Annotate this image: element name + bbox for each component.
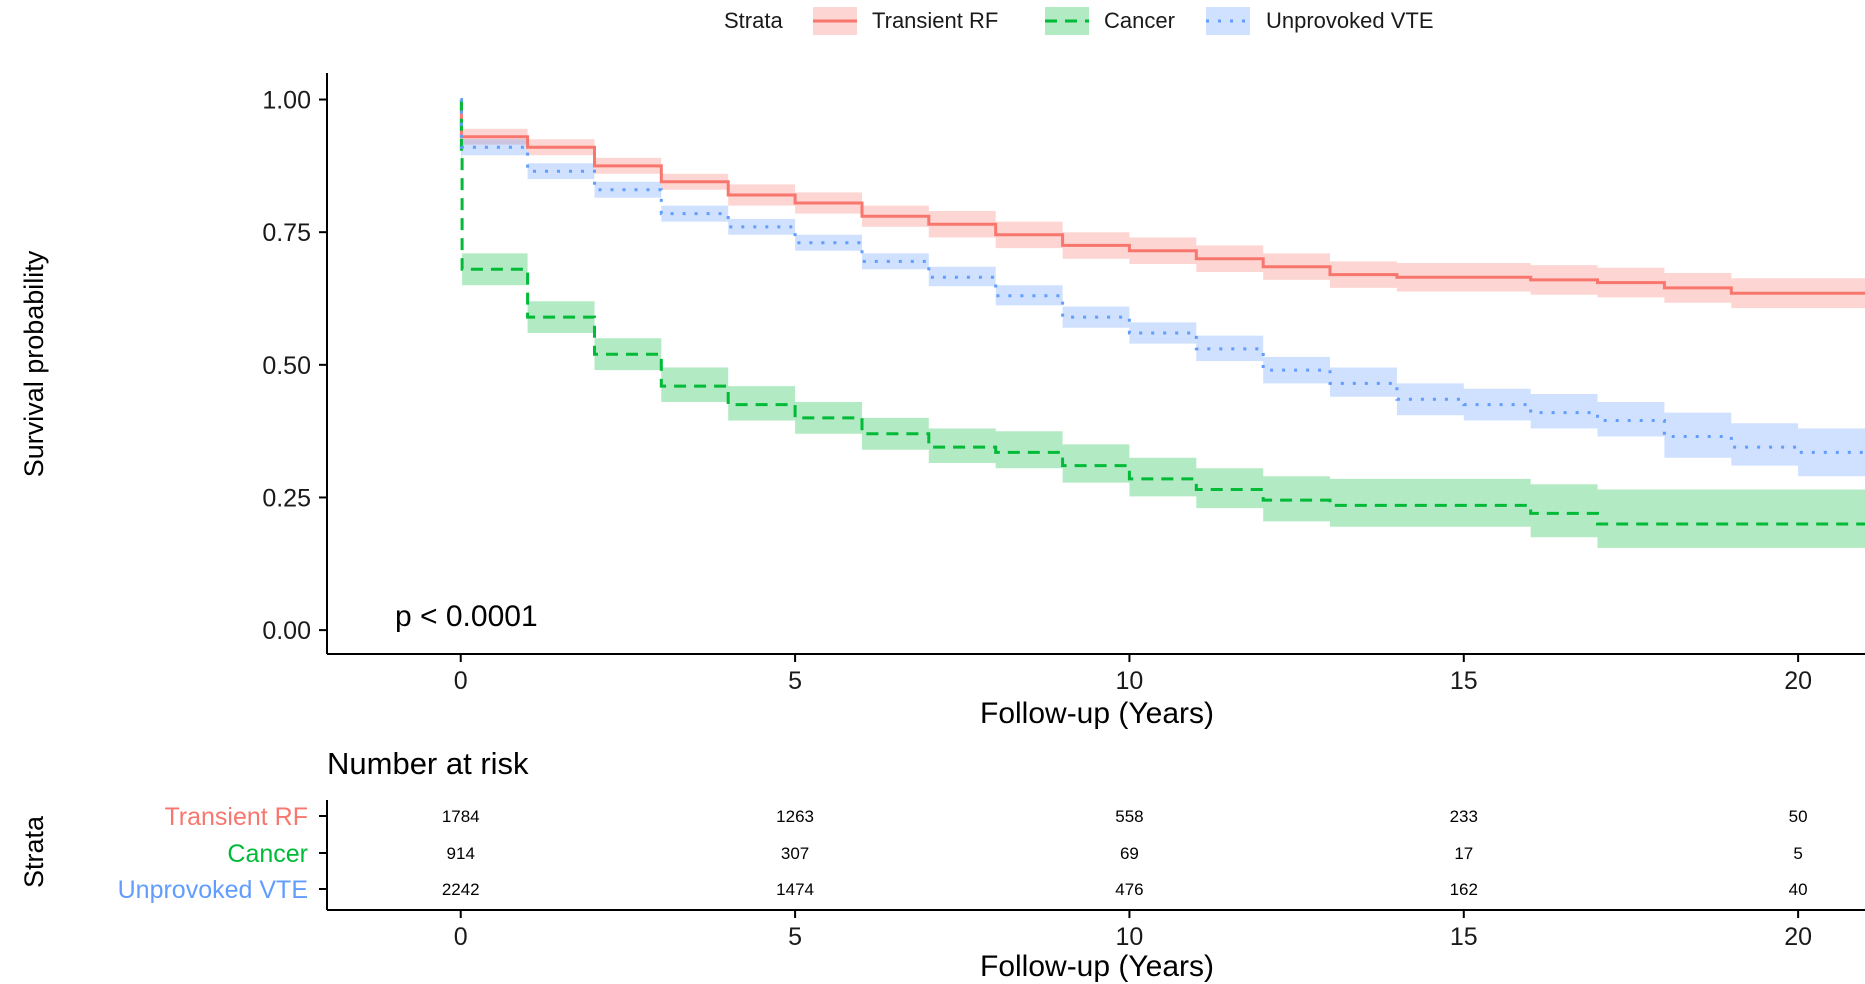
x-tick-label: 20 <box>1784 667 1812 695</box>
risk-count-cancer: 17 <box>1454 844 1473 863</box>
y-tick-label: 0.75 <box>262 219 311 247</box>
risk-table-strata-label: Strata <box>19 815 49 888</box>
risk-x-tick-label: 20 <box>1784 923 1812 951</box>
risk-count-cancer: 307 <box>781 844 809 863</box>
risk-count-transient-rf: 233 <box>1450 807 1478 826</box>
legend-label-unprovoked-vte: Unprovoked VTE <box>1266 8 1434 33</box>
confidence-bands <box>460 99 1865 548</box>
risk-table-x-ticks: 0 5 10 15 20 <box>454 910 1812 951</box>
risk-table-x-axis-label: Follow-up (Years) <box>980 950 1214 983</box>
risk-row-label-cancer: Cancer <box>227 840 308 868</box>
survival-plot: 0.00 0.25 0.50 0.75 1.00 0 5 10 15 20 Survival p… <box>19 73 1865 730</box>
y-tick-label: 0.50 <box>262 352 311 380</box>
y-tick-label: 1.00 <box>262 87 311 115</box>
legend-key-cancer <box>1045 7 1089 35</box>
risk-table: Number at risk Strata Transient RF 1784 12… <box>19 746 1865 983</box>
risk-table-rows: Transient RF 1784 1263 558 233 50 Cancer 914 307… <box>118 803 1808 904</box>
risk-row-label-transient-rf: Transient RF <box>164 803 308 831</box>
risk-count-unprovoked-vte: 162 <box>1450 880 1478 899</box>
survival-curves <box>459 98 1865 526</box>
x-tick-label: 10 <box>1116 667 1144 695</box>
legend-key-unprovoked-vte <box>1206 7 1250 35</box>
y-tick-label: 0.00 <box>262 617 311 645</box>
risk-count-transient-rf: 50 <box>1789 807 1808 826</box>
x-tick-label: 5 <box>788 667 802 695</box>
x-tick-label: 15 <box>1450 667 1478 695</box>
risk-count-cancer: 914 <box>447 844 475 863</box>
y-axis-ticks: 0.00 0.25 0.50 0.75 1.00 <box>262 87 327 645</box>
y-tick-label: 0.25 <box>262 484 311 512</box>
risk-count-unprovoked-vte: 1474 <box>776 880 814 899</box>
confidence-band-transient-rf <box>460 99 1865 309</box>
x-axis-ticks: 0 5 10 15 20 <box>454 654 1812 695</box>
risk-count-cancer: 5 <box>1793 844 1802 863</box>
x-axis-label: Follow-up (Years) <box>980 697 1214 730</box>
legend-label-transient-rf: Transient RF <box>872 8 998 33</box>
risk-row-label-unprovoked-vte: Unprovoked VTE <box>118 876 308 904</box>
risk-x-tick-label: 10 <box>1116 923 1144 951</box>
risk-table-title: Number at risk <box>327 746 529 781</box>
risk-count-transient-rf: 1263 <box>776 807 814 826</box>
risk-x-tick-label: 15 <box>1450 923 1478 951</box>
risk-count-transient-rf: 558 <box>1115 807 1143 826</box>
legend-key-transient-rf <box>813 7 857 35</box>
risk-x-tick-label: 5 <box>788 923 802 951</box>
risk-count-transient-rf: 1784 <box>442 807 480 826</box>
p-value-annotation: p < 0.0001 <box>395 600 538 633</box>
legend: Strata Transient RF Cancer Unprovoked VT… <box>724 7 1434 35</box>
risk-count-unprovoked-vte: 476 <box>1115 880 1143 899</box>
y-axis-label: Survival probability <box>19 250 49 477</box>
survival-curve-cancer <box>459 98 1865 526</box>
risk-count-unprovoked-vte: 2242 <box>442 880 480 899</box>
legend-label-cancer: Cancer <box>1104 8 1175 33</box>
x-tick-label: 0 <box>454 667 468 695</box>
risk-x-tick-label: 0 <box>454 923 468 951</box>
confidence-band-unprovoked-vte <box>460 99 1865 477</box>
survival-curve-transient-rf <box>459 98 1865 295</box>
confidence-band-cancer <box>460 99 1865 548</box>
legend-title: Strata <box>724 8 783 33</box>
risk-count-cancer: 69 <box>1120 844 1139 863</box>
risk-count-unprovoked-vte: 40 <box>1789 880 1808 899</box>
